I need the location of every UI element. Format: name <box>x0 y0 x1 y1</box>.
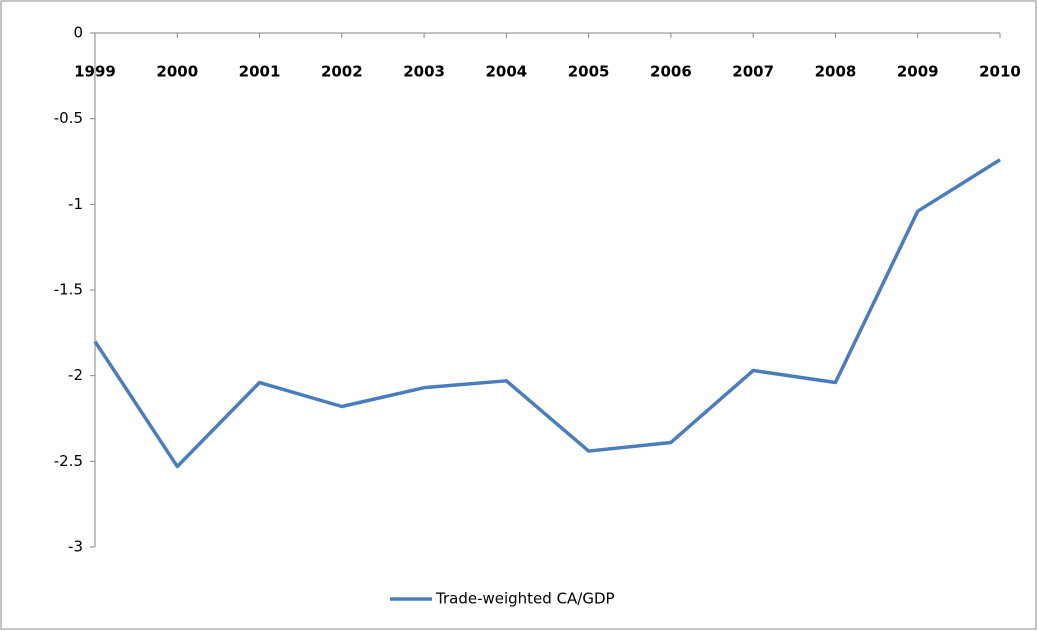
x-tick-label: 2005 <box>568 63 610 81</box>
data-line <box>93 158 1001 469</box>
x-tick-label: 2006 <box>650 63 692 81</box>
legend-label: Trade-weighted CA/GDP <box>435 590 615 608</box>
x-tick-label: 2009 <box>897 63 939 81</box>
y-tick-label: -1.5 <box>54 281 83 299</box>
x-tick-label: 2007 <box>732 63 774 81</box>
y-tick-label: -3 <box>68 538 83 556</box>
y-tick-label: -0.5 <box>54 109 83 127</box>
x-tick-label: 1999 <box>74 63 116 81</box>
x-tick-label: 2003 <box>403 63 445 81</box>
x-tick-label: 2010 <box>979 63 1021 81</box>
y-tick-label: 0 <box>73 24 83 42</box>
y-tick-label: -1 <box>68 195 83 213</box>
x-tick-label: 2001 <box>239 63 281 81</box>
x-tick-label: 2004 <box>485 63 527 81</box>
x-tick-label: 2008 <box>815 63 857 81</box>
y-tick-label: -2 <box>68 366 83 384</box>
x-tick-label: 2002 <box>321 63 363 81</box>
x-tick-label: 2000 <box>156 63 198 81</box>
y-tick-label: -2.5 <box>54 452 83 470</box>
